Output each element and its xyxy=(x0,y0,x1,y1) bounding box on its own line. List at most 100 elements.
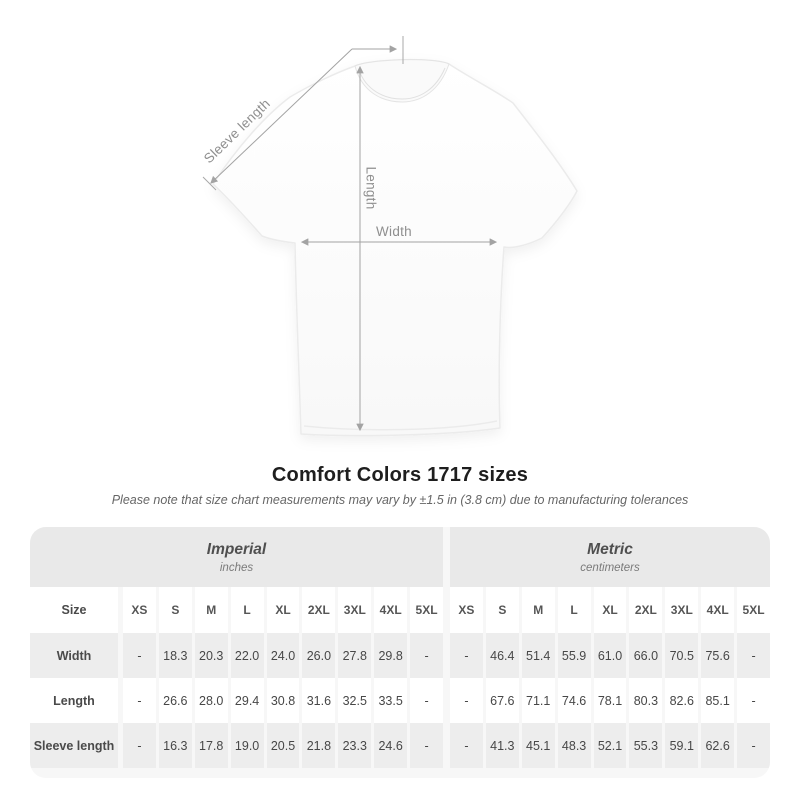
imperial-cell: 19.0 xyxy=(230,723,264,768)
metric-cell: 78.1 xyxy=(593,678,627,723)
metric-cell: M xyxy=(521,587,555,633)
metric-values: -41.3 45.1 48.3 52.1 55.3 59.1 62.6- xyxy=(450,723,770,768)
imperial-cell: 5XL xyxy=(410,587,443,633)
metric-cell: 66.0 xyxy=(629,633,663,678)
metric-cell: 75.6 xyxy=(701,633,735,678)
metric-cell: 67.6 xyxy=(485,678,519,723)
metric-cell: 71.1 xyxy=(521,678,555,723)
metric-cell: L xyxy=(557,587,591,633)
metric-cell: 85.1 xyxy=(701,678,735,723)
metric-cell: 4XL xyxy=(701,587,735,633)
metric-cell: 46.4 xyxy=(485,633,519,678)
metric-values: XS S M L XL 2XL 3XL 4XL 5XL xyxy=(450,587,770,633)
imperial-cell: 29.8 xyxy=(374,633,408,678)
tshirt-collar-rib xyxy=(358,67,446,100)
tshirt-illustration: Sleeve length Length Width xyxy=(201,36,578,437)
imperial-cell: - xyxy=(123,678,156,723)
metric-cell: 59.1 xyxy=(665,723,699,768)
imperial-values: XS S M L XL 2XL 3XL 4XL 5XL xyxy=(123,587,443,633)
row-label: Sleeve length xyxy=(30,723,118,768)
metric-cell: XL xyxy=(593,587,627,633)
imperial-cell: - xyxy=(410,633,443,678)
imperial-cell: 33.5 xyxy=(374,678,408,723)
unit-header-row: Imperial inches Metric centimeters xyxy=(30,527,770,587)
tolerance-note: Please note that size chart measurements… xyxy=(111,493,689,507)
metric-cell: 74.6 xyxy=(557,678,591,723)
imperial-cell: 3XL xyxy=(338,587,372,633)
metric-title: Metric xyxy=(587,540,633,558)
imperial-cell: 27.8 xyxy=(338,633,372,678)
metric-cell: 52.1 xyxy=(593,723,627,768)
metric-cell: 2XL xyxy=(629,587,663,633)
imperial-cell: 21.8 xyxy=(302,723,336,768)
metric-cell: 82.6 xyxy=(665,678,699,723)
metric-cell: XS xyxy=(450,587,483,633)
imperial-cell: 20.5 xyxy=(266,723,300,768)
imperial-cell: XS xyxy=(123,587,156,633)
metric-cell: 70.5 xyxy=(665,633,699,678)
imperial-cell: 20.3 xyxy=(194,633,228,678)
tshirt-measurement-diagram: Sleeve length Length Width xyxy=(201,36,578,437)
measurement-row: Width -18.3 20.3 22.0 24.0 26.0 27.8 29.8- -46.4… xyxy=(30,633,770,678)
imperial-cell: 31.6 xyxy=(302,678,336,723)
width-label: Width xyxy=(376,224,412,239)
table-body: Size XS S M L XL 2XL 3XL 4XL 5XL XS S M L XL 2XL 3XL 4XL 5… xyxy=(30,587,770,768)
imperial-values: -26.6 28.0 29.4 30.8 31.6 32.5 33.5- xyxy=(123,678,443,723)
metric-cell: - xyxy=(450,678,483,723)
imperial-cell: - xyxy=(123,723,156,768)
metric-cell: 80.3 xyxy=(629,678,663,723)
imperial-cell: 24.0 xyxy=(266,633,300,678)
sleeve-end-tick xyxy=(202,176,217,191)
imperial-cell: - xyxy=(123,633,156,678)
imperial-unit: inches xyxy=(219,561,254,574)
row-label: Length xyxy=(30,678,118,723)
metric-cell: - xyxy=(737,678,770,723)
imperial-cell: S xyxy=(158,587,192,633)
metric-cell: 51.4 xyxy=(521,633,555,678)
metric-unit: centimeters xyxy=(580,561,640,574)
metric-cell: 41.3 xyxy=(485,723,519,768)
metric-cell: 55.9 xyxy=(557,633,591,678)
metric-cell: 55.3 xyxy=(629,723,663,768)
imperial-cell: 30.8 xyxy=(266,678,300,723)
imperial-cell: 16.3 xyxy=(158,723,192,768)
measurement-row: Sleeve length -16.3 17.8 19.0 20.5 21.8 23.3 24… xyxy=(30,723,770,768)
metric-values: -67.6 71.1 74.6 78.1 80.3 82.6 85.1- xyxy=(450,678,770,723)
imperial-values: -18.3 20.3 22.0 24.0 26.0 27.8 29.8- xyxy=(123,633,443,678)
row-label: Width xyxy=(30,633,118,678)
imperial-cell: 26.6 xyxy=(158,678,192,723)
imperial-cell: 22.0 xyxy=(230,633,264,678)
imperial-cell: 29.4 xyxy=(230,678,264,723)
imperial-cell: 26.0 xyxy=(302,633,336,678)
tshirt-body xyxy=(212,58,578,437)
imperial-cell: 23.3 xyxy=(338,723,372,768)
metric-cell: 61.0 xyxy=(593,633,627,678)
metric-cell: 48.3 xyxy=(557,723,591,768)
imperial-cell: 17.8 xyxy=(194,723,228,768)
measurement-row: Length -26.6 28.0 29.4 30.8 31.6 32.5 33.5- -67.… xyxy=(30,678,770,723)
metric-cell: - xyxy=(737,723,770,768)
tshirt-hem-shadow xyxy=(303,420,498,431)
length-label: Length xyxy=(364,166,379,209)
metric-cell: - xyxy=(450,723,483,768)
metric-values: -46.4 51.4 55.9 61.0 66.0 70.5 75.6- xyxy=(450,633,770,678)
imperial-values: -16.3 17.8 19.0 20.5 21.8 23.3 24.6- xyxy=(123,723,443,768)
metric-cell: S xyxy=(485,587,519,633)
tshirt-collar xyxy=(354,59,450,103)
sleeve-arrow-diagonal xyxy=(210,48,353,184)
metric-cell: - xyxy=(450,633,483,678)
imperial-cell: 18.3 xyxy=(158,633,192,678)
imperial-cell: L xyxy=(230,587,264,633)
metric-cell: 45.1 xyxy=(521,723,555,768)
imperial-cell: 28.0 xyxy=(194,678,228,723)
imperial-cell: - xyxy=(410,678,443,723)
size-header-row: Size XS S M L XL 2XL 3XL 4XL 5XL XS S M L XL 2XL 3XL 4XL 5… xyxy=(30,587,770,633)
metric-header: Metric centimeters xyxy=(450,527,770,587)
imperial-cell: - xyxy=(410,723,443,768)
imperial-cell: 32.5 xyxy=(338,678,372,723)
imperial-cell: 4XL xyxy=(374,587,408,633)
row-label: Size xyxy=(30,587,118,633)
size-chart-table: Imperial inches Metric centimeters Size X… xyxy=(30,527,770,778)
imperial-cell: 2XL xyxy=(302,587,336,633)
metric-cell: 62.6 xyxy=(701,723,735,768)
